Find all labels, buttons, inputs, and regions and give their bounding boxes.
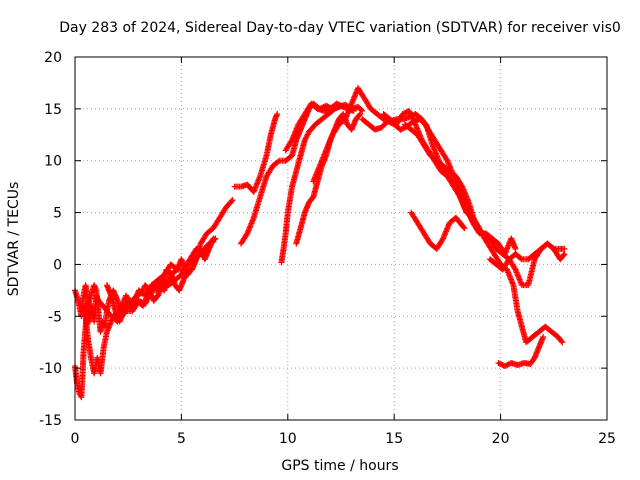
data-point (559, 339, 566, 346)
data-point (408, 111, 415, 118)
data-point (558, 338, 565, 345)
data-point (443, 156, 450, 163)
series-arc-13 (401, 121, 566, 346)
data-point (173, 265, 180, 272)
data-point (229, 197, 236, 204)
x-tick-label: 20 (492, 431, 510, 447)
data-point (357, 111, 364, 118)
data-point (410, 117, 417, 124)
data-point (439, 236, 446, 243)
data-point (359, 107, 366, 114)
y-tick-label: 20 (44, 50, 62, 66)
series-arc-8 (282, 100, 347, 154)
data-point (460, 224, 467, 231)
data-point (407, 110, 414, 117)
data-point (350, 107, 357, 114)
data-point (461, 225, 468, 232)
y-axis-label: SDTVAR / TECUs (6, 182, 22, 297)
y-tick-label: 0 (53, 257, 62, 273)
plot-frame (74, 56, 608, 421)
data-point (458, 182, 465, 189)
data-points (72, 85, 568, 401)
series-arc-15 (486, 240, 568, 273)
data-point (406, 109, 413, 116)
data-point (560, 252, 567, 259)
data-point (338, 103, 345, 110)
x-tick-label: 5 (177, 431, 186, 447)
data-point (561, 251, 568, 258)
data-point (243, 231, 250, 238)
data-point (411, 120, 418, 127)
y-tick-label: -15 (39, 413, 62, 429)
data-point (406, 107, 413, 114)
data-point (288, 138, 295, 145)
data-point (456, 192, 463, 199)
x-tick-label: 10 (279, 431, 297, 447)
y-tick-label: 10 (44, 154, 62, 170)
series-arc-16 (495, 334, 547, 370)
x-tick-label: 25 (598, 431, 616, 447)
data-point (356, 112, 363, 119)
chart-title: Day 283 of 2024, Sidereal Day-to-day VTE… (59, 20, 621, 36)
data-point (512, 245, 519, 252)
data-point (210, 235, 217, 242)
y-tick-label: -5 (48, 309, 62, 325)
data-point (409, 116, 416, 123)
data-point (408, 113, 415, 120)
series-arc-4 (103, 235, 217, 325)
y-tick-label: 15 (44, 102, 62, 118)
y-tick-label: 5 (53, 206, 62, 222)
y-tick-label: -10 (39, 361, 62, 377)
data-point (274, 111, 281, 118)
series-arc-5 (231, 111, 281, 195)
data-point (561, 245, 568, 252)
data-point (358, 106, 365, 113)
data-point (228, 198, 235, 205)
data-point (340, 103, 347, 110)
data-point (517, 255, 524, 262)
data-point (275, 158, 282, 165)
data-point (511, 265, 518, 272)
x-tick-label: 0 (71, 431, 80, 447)
data-point (409, 114, 416, 121)
axis-ticks: 0 5 10 15 20 25 -15 -10 -5 0 5 10 15 20 (39, 50, 616, 447)
x-axis-label: GPS time / hours (281, 458, 398, 474)
series-arc-14 (408, 209, 468, 252)
x-tick-label: 15 (385, 431, 403, 447)
data-point (540, 334, 547, 341)
data-point (411, 118, 418, 125)
